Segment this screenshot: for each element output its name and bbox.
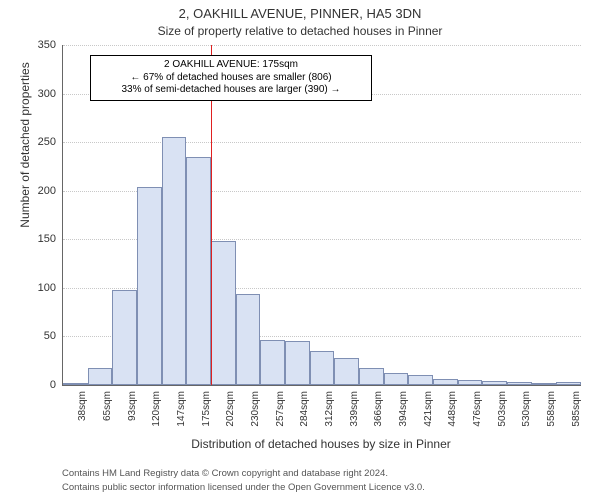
- x-tick-label: 448sqm: [447, 391, 458, 431]
- x-tick-label: 503sqm: [497, 391, 508, 431]
- histogram-bar: [507, 382, 532, 385]
- histogram-bar: [260, 340, 285, 385]
- x-tick-label: 421sqm: [423, 391, 434, 431]
- x-tick-label: 312sqm: [324, 391, 335, 431]
- x-tick-label: 257sqm: [275, 391, 286, 431]
- x-tick-label: 202sqm: [225, 391, 236, 431]
- histogram-bar: [88, 368, 113, 385]
- x-tick-label: 530sqm: [521, 391, 532, 431]
- histogram-bar: [334, 358, 359, 385]
- histogram-bar: [482, 381, 507, 385]
- histogram-bar: [211, 241, 236, 385]
- histogram-bar: [532, 383, 557, 385]
- chart-title-sub: Size of property relative to detached ho…: [0, 24, 600, 38]
- histogram-bar: [359, 368, 384, 385]
- x-tick-label: 93sqm: [127, 391, 138, 431]
- x-tick-label: 339sqm: [349, 391, 360, 431]
- y-tick-label: 300: [22, 88, 56, 100]
- y-tick-label: 200: [22, 185, 56, 197]
- histogram-bar: [186, 157, 211, 385]
- y-tick-label: 350: [22, 39, 56, 51]
- x-tick-label: 230sqm: [250, 391, 261, 431]
- histogram-bar: [285, 341, 310, 385]
- histogram-bar: [236, 294, 261, 385]
- histogram-bar: [458, 380, 483, 385]
- x-axis-label: Distribution of detached houses by size …: [62, 437, 580, 451]
- x-tick-label: 585sqm: [571, 391, 582, 431]
- histogram-bar: [63, 383, 88, 385]
- chart-title-main: 2, OAKHILL AVENUE, PINNER, HA5 3DN: [0, 6, 600, 21]
- y-tick-label: 50: [22, 330, 56, 342]
- x-tick-label: 558sqm: [546, 391, 557, 431]
- x-tick-label: 120sqm: [151, 391, 162, 431]
- footer-copyright-line1: Contains HM Land Registry data © Crown c…: [62, 468, 388, 479]
- x-tick-label: 284sqm: [299, 391, 310, 431]
- histogram-bar: [137, 187, 162, 385]
- y-tick-label: 150: [22, 233, 56, 245]
- y-tick-label: 100: [22, 282, 56, 294]
- x-tick-label: 38sqm: [77, 391, 88, 431]
- histogram-bar: [310, 351, 335, 385]
- histogram-bar: [384, 373, 409, 385]
- footer-copyright-line2: Contains public sector information licen…: [62, 482, 425, 493]
- x-tick-label: 175sqm: [201, 391, 212, 431]
- x-tick-label: 476sqm: [472, 391, 483, 431]
- histogram-bar: [433, 379, 458, 385]
- histogram-bar: [112, 290, 137, 385]
- annotation-box: 2 OAKHILL AVENUE: 175sqm← 67% of detache…: [90, 55, 372, 101]
- x-tick-label: 366sqm: [373, 391, 384, 431]
- x-tick-label: 65sqm: [102, 391, 113, 431]
- histogram-bar: [162, 137, 187, 385]
- histogram-bar: [408, 375, 433, 385]
- x-tick-label: 147sqm: [176, 391, 187, 431]
- property-size-histogram: 2, OAKHILL AVENUE, PINNER, HA5 3DN Size …: [0, 0, 600, 500]
- gridline: [63, 45, 581, 46]
- annotation-line: 2 OAKHILL AVENUE: 175sqm: [97, 59, 365, 72]
- y-tick-label: 250: [22, 136, 56, 148]
- histogram-bar: [556, 382, 581, 385]
- annotation-line: 33% of semi-detached houses are larger (…: [97, 84, 365, 97]
- x-tick-label: 394sqm: [398, 391, 409, 431]
- annotation-line: ← 67% of detached houses are smaller (80…: [97, 72, 365, 85]
- gridline: [63, 142, 581, 143]
- y-tick-label: 0: [22, 379, 56, 391]
